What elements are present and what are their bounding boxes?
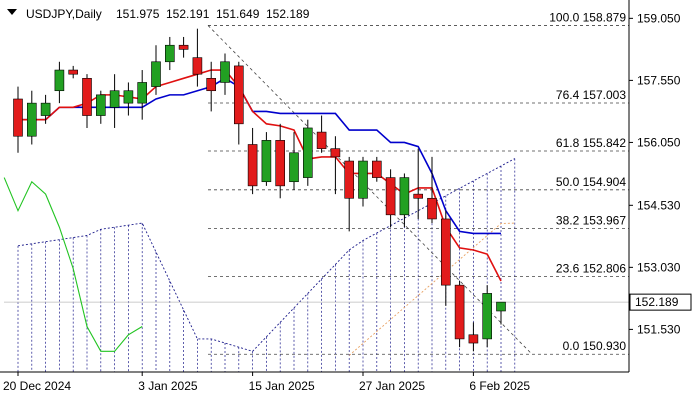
span-a-line xyxy=(348,222,515,356)
candle-body xyxy=(192,57,203,75)
candle-body xyxy=(220,61,230,83)
candle-body xyxy=(385,177,396,216)
x-tick-label: 20 Dec 2024 xyxy=(3,379,71,393)
y-tick-label: 153.030 xyxy=(637,260,681,274)
current-price-label: 152.189 xyxy=(635,295,679,309)
candle-body xyxy=(151,61,161,87)
x-tick-label: 15 Jan 2025 xyxy=(249,379,315,393)
candle-body xyxy=(26,102,37,137)
candle-body xyxy=(54,69,65,92)
candle-body xyxy=(275,140,286,187)
candle-body xyxy=(247,144,258,187)
candle-body xyxy=(454,284,465,340)
candle-body xyxy=(137,82,147,104)
candle-body xyxy=(178,44,189,50)
candle-body xyxy=(165,44,175,63)
candle-body xyxy=(440,218,451,286)
fib-level-label: 50.0 154.904 xyxy=(556,175,626,189)
candle-body xyxy=(371,160,382,178)
candle-body xyxy=(68,69,78,75)
fib-level-label: 38.2 153.967 xyxy=(556,214,626,228)
fib-level-label: 23.6 152.806 xyxy=(556,262,626,276)
candle-body xyxy=(289,152,299,183)
y-tick-label: 156.050 xyxy=(637,135,681,149)
candle-body xyxy=(413,193,424,199)
chart-title: USDJPY,Daily xyxy=(26,7,102,21)
fib-level-label: 61.8 155.842 xyxy=(556,136,626,150)
y-tick-label: 154.530 xyxy=(637,198,681,212)
candle-body xyxy=(96,94,106,116)
candle-body xyxy=(234,65,244,125)
candle-body xyxy=(344,160,355,199)
candle-body xyxy=(399,177,410,216)
candle-body xyxy=(13,98,23,137)
fib-level-label: 100.0 158.879 xyxy=(549,10,626,24)
span-b-line xyxy=(17,158,516,352)
x-tick-label: 27 Jan 2025 xyxy=(359,379,425,393)
y-tick-label: 157.550 xyxy=(637,73,681,87)
candle-body xyxy=(82,78,92,116)
fib-trend-line xyxy=(207,25,533,355)
ohlc-header: 151.975 152.191 151.649 152.189 xyxy=(116,7,310,21)
ohlc-value: 151.649 xyxy=(216,7,260,21)
candle-body xyxy=(468,334,479,344)
x-tick-label: 3 Jan 2025 xyxy=(138,379,198,393)
candle-body xyxy=(496,301,506,312)
axes: 159.050 157.550 156.050 154.530 153.030 151.5… xyxy=(0,0,692,393)
candle-body xyxy=(206,78,216,92)
fib-level-label: 76.4 157.003 xyxy=(556,88,626,102)
candle-body xyxy=(316,131,327,149)
candle-body xyxy=(261,140,272,183)
candle-body xyxy=(109,90,120,108)
candle-body xyxy=(427,197,437,220)
chikou-span-line xyxy=(3,177,143,352)
candle-body xyxy=(40,102,51,116)
candle-body xyxy=(302,127,313,178)
x-tick-label: 6 Feb 2025 xyxy=(469,379,530,393)
ohlc-value: 152.189 xyxy=(266,7,310,21)
y-tick-label: 151.530 xyxy=(637,322,681,336)
triangle-down-icon xyxy=(7,9,17,15)
fib-level-label: 0.0 150.930 xyxy=(563,339,627,353)
ohlc-value: 152.191 xyxy=(166,7,210,21)
candle-body xyxy=(358,160,368,199)
candle-body xyxy=(330,148,341,158)
candle-body xyxy=(123,90,134,104)
candles xyxy=(13,28,506,352)
current-price-tag xyxy=(629,293,692,311)
ohlc-value: 151.975 xyxy=(116,7,160,21)
candle-body xyxy=(482,293,493,340)
y-tick-label: 159.050 xyxy=(637,11,681,25)
